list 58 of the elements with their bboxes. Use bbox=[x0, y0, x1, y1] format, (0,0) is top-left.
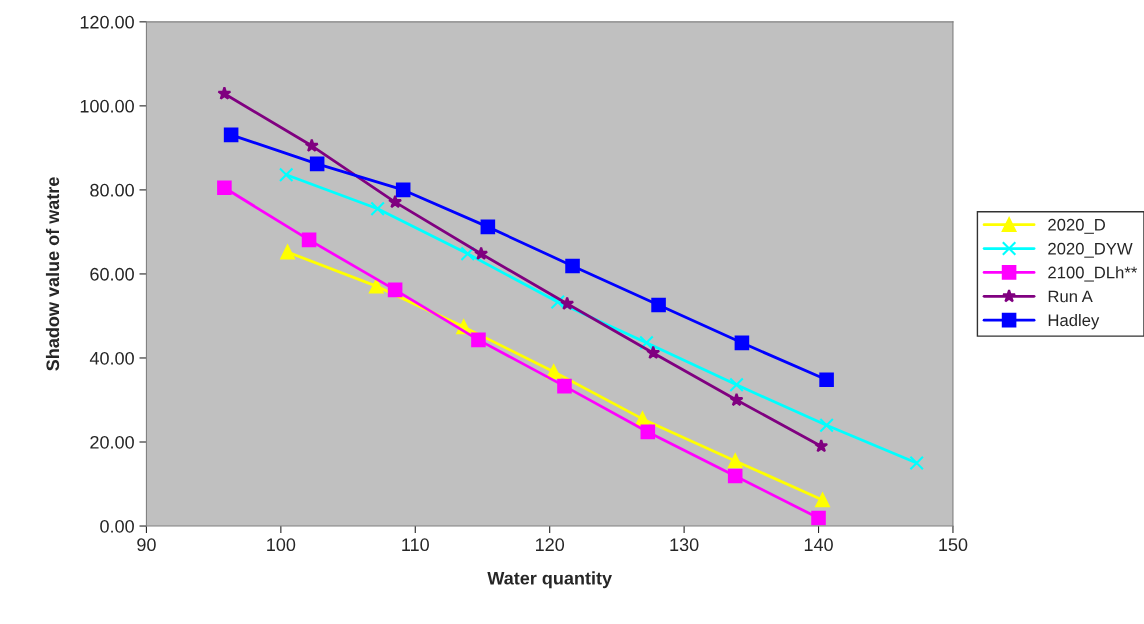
point bbox=[819, 417, 834, 433]
legend-label: 2020_D bbox=[1048, 218, 1105, 234]
x-tick-label: 150 bbox=[939, 538, 968, 552]
point bbox=[471, 332, 486, 348]
legend-label: 2020_DYW bbox=[1048, 242, 1133, 258]
point bbox=[223, 127, 239, 143]
point bbox=[388, 194, 403, 209]
point bbox=[387, 282, 403, 298]
point bbox=[727, 468, 743, 484]
x-tick-label: 100 bbox=[267, 538, 296, 552]
point bbox=[635, 411, 650, 427]
point bbox=[560, 296, 575, 310]
point bbox=[729, 377, 744, 393]
point bbox=[550, 294, 566, 310]
y-tick-label: 100.00 bbox=[80, 99, 134, 113]
point bbox=[819, 372, 834, 388]
point bbox=[369, 278, 384, 294]
x-tick-label: 130 bbox=[670, 538, 699, 552]
point bbox=[217, 180, 232, 196]
point bbox=[565, 258, 580, 274]
point bbox=[474, 246, 489, 260]
x-tick-label: 110 bbox=[402, 538, 429, 552]
point bbox=[557, 378, 572, 394]
point bbox=[729, 392, 744, 407]
legend-label: Run A bbox=[1048, 290, 1093, 303]
x-tick-label: 120 bbox=[536, 538, 565, 552]
point bbox=[480, 219, 496, 235]
y-tick-label: 120.00 bbox=[80, 15, 134, 29]
point bbox=[460, 246, 475, 262]
point bbox=[651, 297, 666, 313]
point bbox=[815, 492, 830, 508]
point bbox=[814, 438, 829, 453]
point bbox=[370, 201, 385, 217]
x-tick-label: 140 bbox=[804, 538, 833, 552]
point bbox=[640, 424, 656, 440]
point bbox=[309, 156, 325, 172]
point bbox=[646, 345, 661, 360]
x-axis-title: Water quantity bbox=[487, 571, 612, 589]
point bbox=[909, 455, 924, 471]
y-tick-label: 40.00 bbox=[89, 351, 134, 365]
point bbox=[304, 138, 319, 152]
point bbox=[727, 453, 743, 469]
legend-label: Hadley bbox=[1048, 313, 1100, 330]
point bbox=[301, 232, 317, 248]
x-tick-label: 90 bbox=[137, 538, 156, 552]
point bbox=[639, 335, 654, 351]
y-tick-label: 60.00 bbox=[90, 267, 134, 281]
point bbox=[395, 182, 411, 198]
point bbox=[217, 86, 232, 100]
point bbox=[278, 167, 294, 183]
y-tick-label: 0.00 bbox=[100, 519, 134, 533]
y-tick-label: 20.00 bbox=[90, 435, 134, 449]
point bbox=[734, 335, 750, 351]
y-tick-label: 80.00 bbox=[90, 183, 134, 197]
point bbox=[280, 244, 295, 260]
y-axis-title: Shadow value of watre bbox=[45, 177, 60, 371]
legend-label: 2100_DLh** bbox=[1048, 266, 1138, 282]
point bbox=[811, 510, 826, 526]
